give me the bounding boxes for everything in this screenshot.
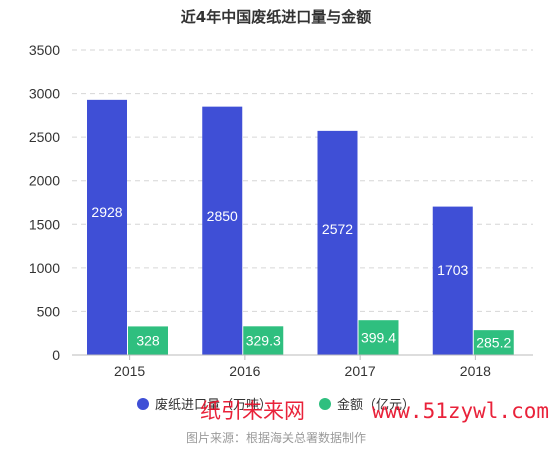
bar-label-amount: 285.2 <box>476 335 511 351</box>
watermark-cn: 纸引未来网 <box>200 399 305 423</box>
x-tick-label: 2015 <box>114 363 145 379</box>
x-tick-label: 2018 <box>460 363 491 379</box>
bar-label-volume: 2850 <box>207 208 238 224</box>
legend-marker-volume <box>137 398 149 410</box>
watermark: 纸引未来网 www.51zywl.com <box>200 399 549 423</box>
bar-volume <box>202 106 243 356</box>
bar-label-volume: 1703 <box>437 262 468 278</box>
bar-label-amount: 399.4 <box>361 330 396 346</box>
y-tick-label: 2500 <box>29 129 60 145</box>
bar-volume <box>317 130 358 355</box>
source-note: 图片来源：根据海关总署数据制作 <box>186 430 366 445</box>
y-tick-label: 3500 <box>29 42 60 58</box>
y-tick-label: 500 <box>37 303 61 319</box>
bar-label-amount: 329.3 <box>246 333 281 349</box>
chart-title: 近4年中国废纸进口量与金额 <box>181 8 371 26</box>
watermark-latin: www.51zywl.com <box>372 399 549 423</box>
legend-label-amount: 金额（亿元） <box>337 397 415 413</box>
bar-label-volume: 2572 <box>322 221 353 237</box>
bar-label-volume: 2928 <box>91 204 122 220</box>
bar-amount <box>128 326 168 355</box>
y-tick-label: 0 <box>52 347 60 363</box>
bar-amount <box>358 320 399 355</box>
bar-amount <box>473 330 514 355</box>
bar-amount <box>243 326 284 355</box>
x-tick-label: 2016 <box>229 363 260 379</box>
legend: 废纸进口量（万吨） 金额（亿元） <box>137 397 415 413</box>
bar-volume <box>432 206 473 355</box>
x-axis: 2015 2016 2017 2018 <box>72 354 533 379</box>
y-tick-label: 1000 <box>29 260 60 276</box>
bar-volume <box>87 99 127 356</box>
bar-label-amount: 328 <box>136 333 160 349</box>
bars: 2928 328 2850 329.3 2572 399.4 1703 285.2 <box>87 99 514 356</box>
y-tick-label: 1500 <box>29 216 60 232</box>
legend-marker-amount <box>319 398 331 410</box>
legend-label-volume: 废纸进口量（万吨） <box>155 397 272 413</box>
y-tick-label: 2000 <box>29 173 60 189</box>
y-axis: 0 500 1000 1500 2000 2500 3000 3500 <box>29 42 60 363</box>
y-tick-label: 3000 <box>29 86 60 102</box>
x-tick-label: 2017 <box>345 363 376 379</box>
